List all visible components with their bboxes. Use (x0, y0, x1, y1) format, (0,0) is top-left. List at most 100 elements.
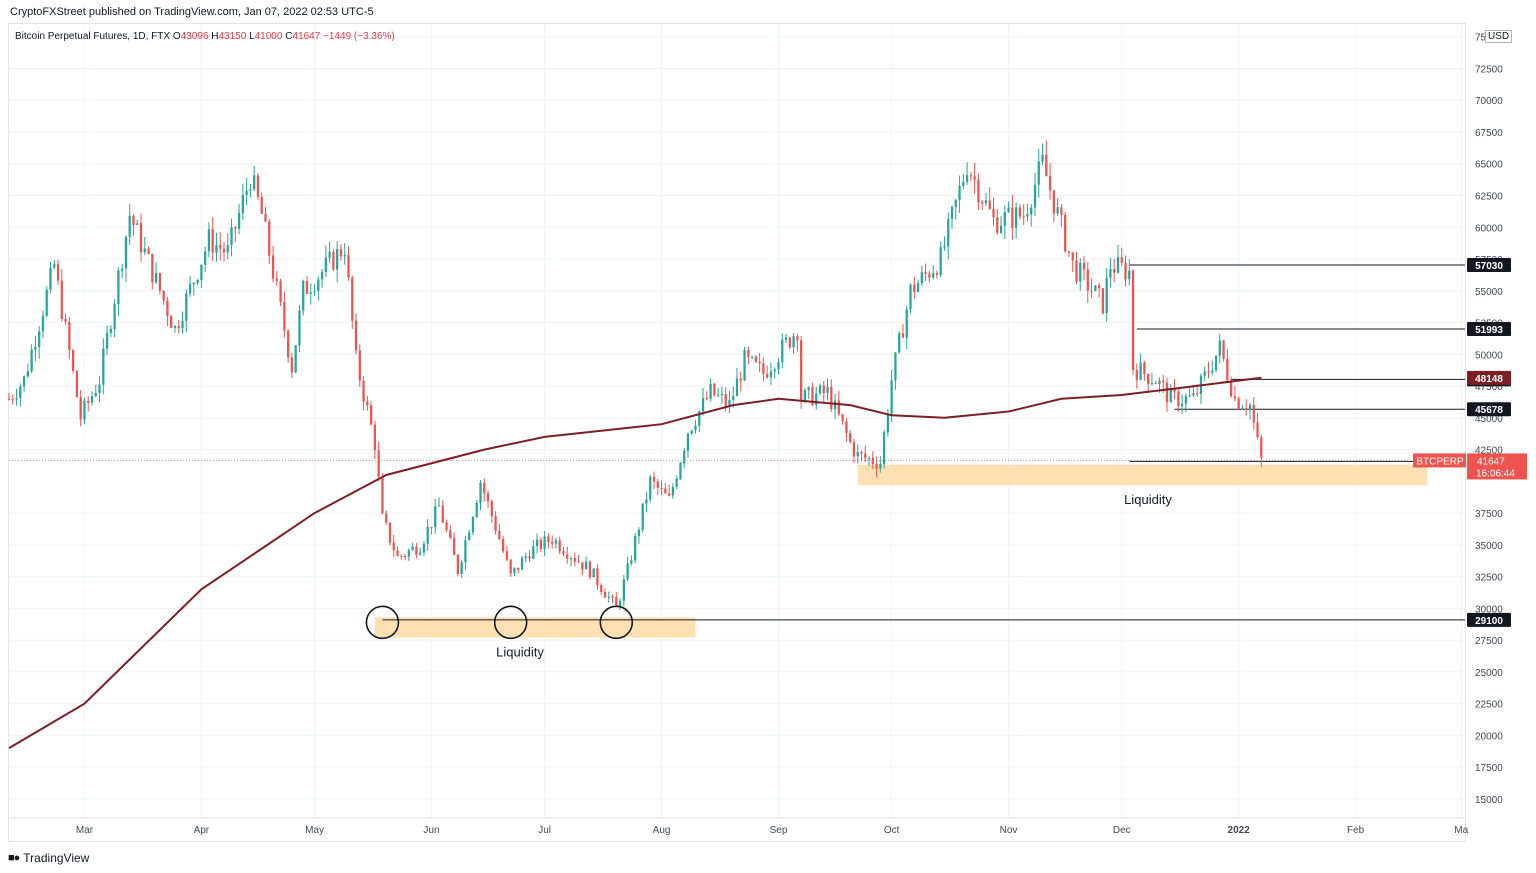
candle-body (279, 280, 282, 302)
candle (102, 338, 105, 395)
candle-body (849, 433, 852, 442)
candle (369, 401, 373, 426)
candle (373, 420, 377, 460)
candle (969, 172, 972, 182)
candle-body (1097, 285, 1101, 289)
candle (992, 197, 995, 226)
candle (1067, 251, 1071, 257)
x-tick-label: Dec (1113, 825, 1131, 836)
candle-body (856, 452, 859, 457)
candle-body (45, 289, 48, 316)
tradingview-logo-icon: ■● (8, 852, 20, 864)
candle (735, 367, 739, 397)
candle (720, 386, 724, 404)
candle-body (7, 398, 11, 400)
candle (1045, 140, 1048, 177)
candle-body (954, 199, 957, 207)
candle-body (124, 236, 128, 269)
candle (407, 548, 410, 561)
candle-body (694, 425, 697, 431)
candle (1222, 339, 1225, 362)
candle (1014, 202, 1018, 239)
candle (219, 232, 222, 261)
candle-body (683, 450, 686, 464)
candle-body (513, 567, 516, 574)
candle (317, 276, 320, 301)
y-tick-label: 62500 (1475, 192, 1503, 203)
candle-body (901, 333, 905, 338)
candle (796, 333, 799, 352)
candle (332, 249, 335, 272)
candle-body (1135, 369, 1138, 380)
candle (909, 283, 912, 314)
candle (45, 286, 48, 318)
candle-body (739, 378, 742, 381)
candle (139, 213, 143, 262)
x-tick-label: 2022 (1228, 825, 1251, 836)
candle-body (1165, 382, 1169, 403)
candle (381, 473, 384, 515)
candle (947, 212, 950, 260)
candle (222, 242, 226, 262)
candle (1056, 198, 1059, 217)
candle (403, 554, 407, 561)
candle-body (339, 249, 343, 257)
candle-body (554, 540, 558, 544)
candle-body (1045, 154, 1048, 177)
candle (56, 259, 60, 285)
ma-tag-bg (1467, 370, 1511, 385)
candle (98, 376, 101, 403)
change-value: −1449 (−3.36%) (323, 31, 395, 42)
candle (509, 558, 512, 577)
candle-body (1048, 176, 1052, 191)
candle-body (1071, 252, 1074, 261)
candle (75, 370, 79, 398)
candle (1203, 366, 1206, 382)
chart-frame[interactable] (8, 23, 1466, 842)
candle-body (999, 225, 1003, 233)
candle (1260, 434, 1263, 468)
candle-body (460, 562, 463, 575)
candle (15, 388, 18, 406)
candle-body (784, 337, 788, 340)
candle-body (1105, 277, 1108, 313)
candle-body (645, 499, 648, 504)
candle-body (411, 546, 414, 551)
candle-body (441, 505, 444, 523)
candle (762, 357, 765, 382)
candle-body (102, 348, 105, 385)
candle-body (26, 371, 29, 377)
candle-body (136, 223, 139, 225)
candle (924, 263, 927, 281)
candles (7, 140, 1263, 610)
candle (1075, 251, 1078, 285)
candle (520, 555, 524, 570)
candle (441, 500, 444, 524)
candle (1177, 388, 1180, 412)
candle (237, 203, 241, 235)
candle-body (1109, 269, 1112, 278)
candle (1033, 172, 1037, 216)
candle-body (984, 200, 988, 204)
candle (833, 393, 837, 420)
candle-body (49, 267, 52, 290)
candle-body (701, 398, 705, 412)
currency-label[interactable]: USD (1485, 30, 1513, 43)
candle-body (935, 273, 939, 276)
candle (849, 430, 852, 444)
level-tag-bg (1467, 321, 1511, 336)
candle (701, 388, 705, 416)
candle-body (268, 221, 271, 256)
candle-body (132, 215, 135, 225)
candle-body (743, 350, 746, 381)
candle (1026, 203, 1029, 222)
candle-body (1158, 380, 1161, 385)
candle-body (852, 441, 856, 457)
candle-body (430, 526, 433, 528)
brand-footer[interactable]: ■● TradingView (8, 851, 89, 865)
candle-body (30, 349, 33, 372)
candle (675, 475, 678, 490)
candle (468, 529, 471, 541)
candle-body (924, 272, 927, 274)
